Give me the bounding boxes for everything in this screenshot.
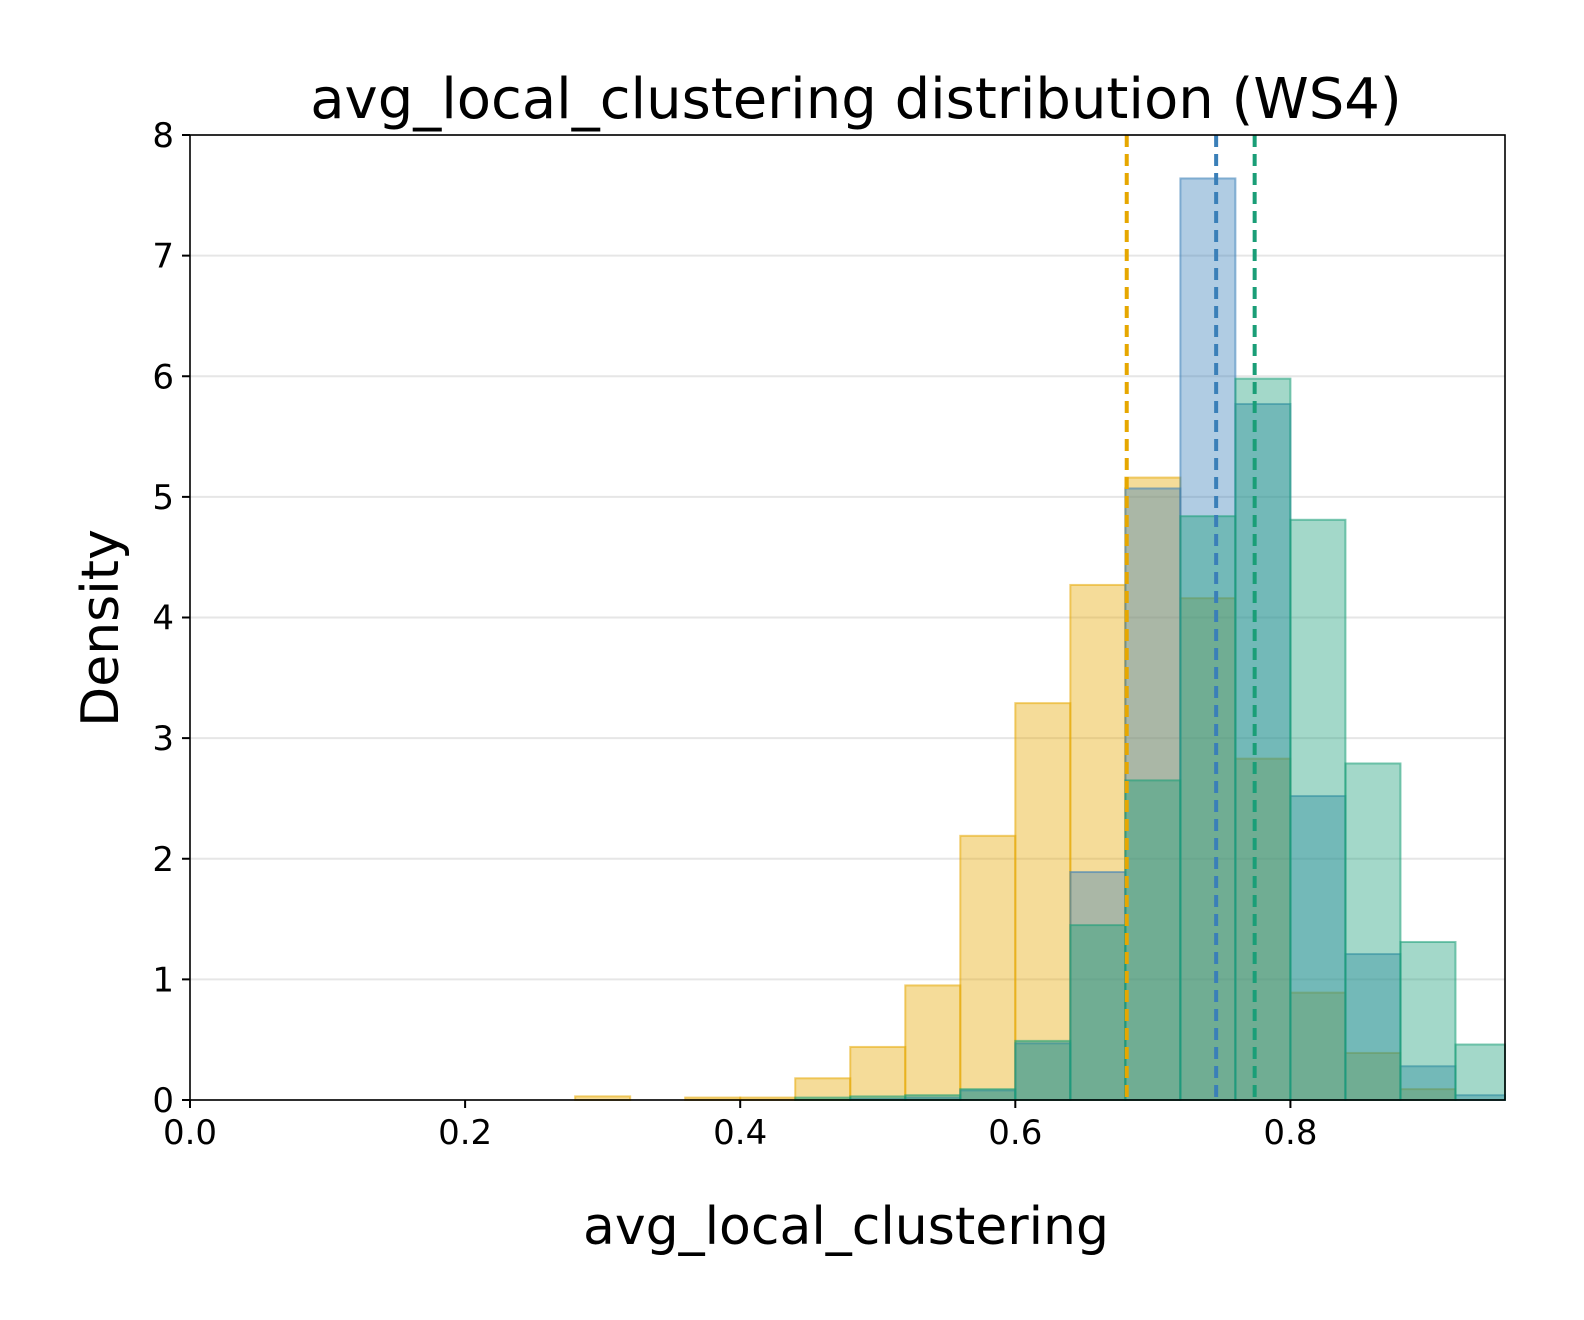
x-tick-label: 0.8 <box>1263 1113 1317 1153</box>
y-axis-label: Density <box>71 529 131 727</box>
histogram-bar <box>1124 476 1182 1101</box>
x-tick-label: 0.2 <box>438 1113 492 1153</box>
histogram-bar <box>1399 940 1457 1102</box>
y-tick-label: 3 <box>152 719 174 759</box>
y-tick-label: 5 <box>152 478 174 518</box>
y-tick-label: 4 <box>152 599 174 639</box>
histogram-bar <box>904 984 962 1101</box>
histogram-bars <box>574 177 1507 1102</box>
histogram-bar <box>1234 377 1292 1102</box>
histogram-bar <box>959 834 1017 1101</box>
x-axis-label: avg_local_clustering <box>583 1197 1109 1257</box>
y-tick-label: 8 <box>152 116 174 156</box>
y-tick-label: 7 <box>152 237 174 277</box>
histogram-bar <box>1179 515 1237 1101</box>
y-tick-label: 6 <box>152 357 174 397</box>
x-tick-label: 0.6 <box>988 1113 1042 1153</box>
chart-title: avg_local_clustering distribution (WS4) <box>310 67 1402 132</box>
y-tick-label: 2 <box>152 840 174 880</box>
x-tick-label: 0.0 <box>163 1113 217 1153</box>
histogram-bar <box>1069 924 1127 1101</box>
x-tick-label: 0.4 <box>713 1113 767 1153</box>
y-tick-label: 0 <box>152 1081 174 1121</box>
histogram-bar <box>1289 991 1347 1101</box>
mean-lines <box>1124 135 1257 1100</box>
y-tick-label: 1 <box>152 960 174 1000</box>
histogram-bar <box>1344 762 1402 1101</box>
histogram-bar <box>1124 487 1182 1101</box>
histogram-bar <box>1179 597 1237 1101</box>
series-green <box>794 377 1507 1102</box>
histogram-bar <box>959 1088 1017 1102</box>
histogram-bar <box>849 1045 907 1102</box>
axis-ticks: 0.0 0.2 0.4 0.6 0.8 0 1 2 3 4 5 6 7 8 <box>152 116 1317 1153</box>
histogram-bar <box>1454 1043 1507 1101</box>
histogram-bar <box>1124 779 1182 1101</box>
histogram-bar <box>1289 518 1347 1101</box>
histogram-bar <box>1014 1039 1072 1102</box>
